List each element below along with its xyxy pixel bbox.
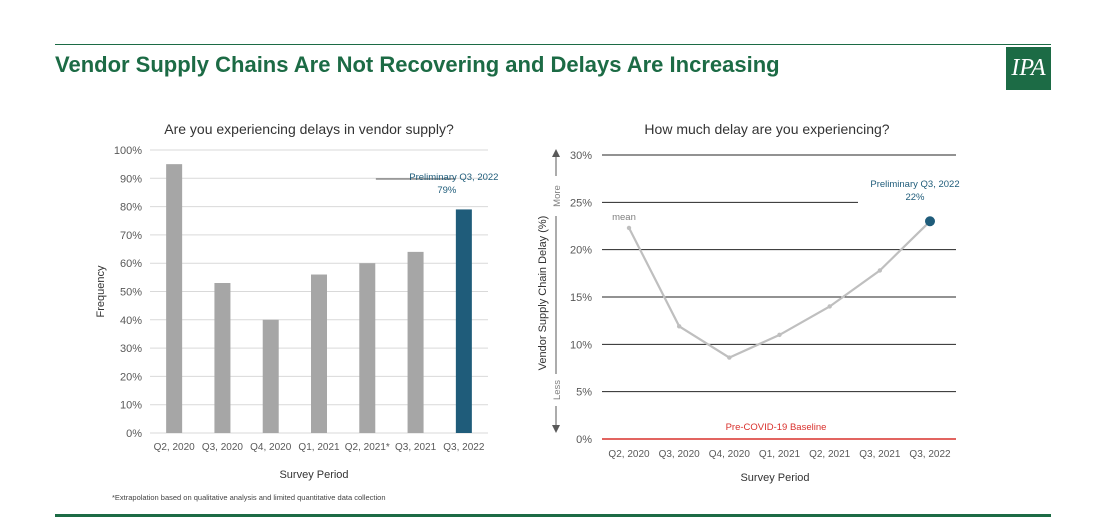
x-tick-label: Q3, 2022 [909, 449, 951, 460]
x-tick-label: Q4, 2020 [250, 442, 292, 453]
y-tick-label: 0% [126, 428, 142, 440]
bar [455, 209, 472, 433]
data-point [727, 355, 732, 360]
page-title: Vendor Supply Chains Are Not Recovering … [55, 52, 780, 77]
bar [359, 263, 376, 433]
data-point [877, 268, 883, 273]
y-tick-label: 30% [570, 150, 592, 162]
baseline-label: Pre-COVID-19 Baseline [726, 422, 827, 433]
series-label: mean [612, 212, 636, 223]
annotation-text: Preliminary Q3, 2022 [409, 172, 498, 183]
data-point [626, 225, 632, 231]
x-tick-label: Q3, 2021 [395, 442, 437, 453]
y-tick-label: 15% [570, 292, 592, 304]
y-tick-label: 30% [120, 343, 142, 355]
x-tick-label: Q3, 2021 [859, 449, 901, 460]
delay-amount-line-chart: How much delay are you experiencing? 0% 5%… [536, 121, 960, 484]
data-point [777, 332, 782, 338]
y-tick-label: 50% [120, 287, 142, 299]
chart-title: Are you experiencing delays in vendor su… [164, 121, 454, 137]
y-tick-label: 90% [120, 173, 142, 185]
x-axis-label: Survey Period [740, 472, 809, 484]
ipa-logo: IPA [1006, 47, 1051, 90]
bar [407, 251, 424, 433]
x-tick-label: Q3, 2020 [202, 442, 244, 453]
y-tick-label: 10% [120, 400, 142, 412]
x-tick-label: Q1, 2021 [298, 442, 340, 453]
footer-rule [55, 514, 1051, 517]
x-axis-label: Survey Period [279, 469, 348, 481]
y-tick-label: 0% [576, 434, 592, 446]
arrow-down-icon [552, 425, 560, 433]
x-tick-label: Q3, 2020 [659, 449, 701, 460]
x-tick-label: Q2, 2020 [154, 442, 196, 453]
data-point [827, 304, 832, 309]
y-tick-label: 60% [120, 258, 142, 270]
y-tick-label: 80% [120, 202, 142, 214]
arrow-up-icon [552, 149, 560, 157]
data-point [676, 324, 682, 329]
x-tick-label: Q2, 2021* [345, 442, 390, 453]
y-tick-label: 70% [120, 230, 142, 242]
y-axis-label: Frequency [95, 265, 107, 317]
y-axis-label: Vendor Supply Chain Delay (%) [537, 216, 549, 371]
y-tick-label: 25% [570, 197, 592, 209]
bar [311, 274, 327, 433]
annotation-text: Preliminary Q3, 2022 [870, 179, 959, 190]
x-tick-label: Q1, 2021 [759, 449, 801, 460]
x-tick-label: Q3, 2022 [443, 442, 485, 453]
ylabel-mask [536, 206, 552, 376]
series-line [628, 220, 931, 359]
y-tick-label: 5% [576, 387, 592, 399]
axis-mask-bottom [548, 374, 564, 406]
annotation-value: 79% [437, 185, 457, 196]
footnote: *Extrapolation based on qualitative anal… [112, 493, 386, 502]
x-tick-label: Q2, 2021 [809, 449, 851, 460]
annotation-value: 22% [905, 192, 925, 203]
x-tick-label: Q2, 2020 [608, 449, 650, 460]
y-tick-label: 20% [120, 371, 142, 383]
axis-less-label: Less [552, 380, 563, 400]
bar [262, 319, 279, 433]
bar [166, 164, 183, 433]
axis-more-label: More [552, 185, 563, 207]
chart-title: How much delay are you experiencing? [644, 121, 889, 137]
data-point-highlight [925, 216, 935, 227]
y-tick-label: 40% [120, 315, 142, 327]
x-tick-label: Q4, 2020 [709, 449, 751, 460]
y-tick-label: 20% [570, 245, 592, 257]
bar [214, 283, 231, 433]
header-rule [55, 44, 1051, 45]
delay-frequency-bar-chart: Are you experiencing delays in vendor su… [95, 121, 498, 481]
y-tick-label: 100% [114, 145, 142, 157]
y-tick-label: 10% [570, 339, 592, 351]
